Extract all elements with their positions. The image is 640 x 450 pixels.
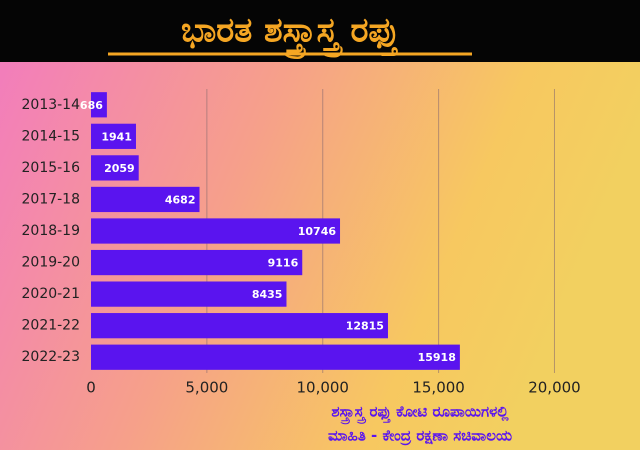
header-band — [0, 0, 640, 62]
y-tick-label: 2020-21 — [22, 286, 81, 302]
bar — [91, 344, 460, 370]
value-label: 10746 — [298, 225, 337, 238]
value-label: 686 — [80, 99, 103, 112]
bar — [91, 281, 287, 307]
subtitle: ಮಾಹಿತಿ - ಕೇಂದ್ರ ರಕ್ಷಣಾ ಸಚಿವಾಲಯ — [328, 427, 512, 446]
value-label: 2059 — [104, 162, 135, 175]
value-label: 15918 — [418, 351, 456, 364]
value-label: 1941 — [101, 130, 132, 143]
y-tick-label: 2021-22 — [22, 318, 81, 334]
bar — [91, 123, 136, 149]
value-label: 12815 — [346, 320, 384, 333]
x-tick-label: 15,000 — [412, 379, 465, 397]
bar — [91, 249, 303, 276]
y-tick-label: 2017-18 — [22, 191, 81, 207]
bar — [91, 155, 139, 181]
bar — [91, 92, 107, 118]
y-tick-label: 2022-23 — [22, 349, 81, 365]
x-tick-label: 5,000 — [185, 379, 228, 397]
bar — [91, 218, 341, 244]
y-tick-label: 2019-20 — [22, 255, 81, 271]
value-label: 4682 — [165, 193, 196, 206]
y-tick-label: 2013-14 — [22, 97, 81, 113]
bar — [91, 186, 200, 213]
bar — [91, 313, 388, 339]
value-label: 8435 — [252, 288, 283, 301]
y-tick-label: 2015-16 — [22, 160, 81, 176]
subtitle: ಶಸ್ತ್ರಾಸ್ತ್ರ ರಫ್ತು ಕೋಟಿ ರೂಪಾಯಿಗಳಲ್ಲಿ — [331, 403, 509, 426]
value-label: 9116 — [268, 257, 299, 270]
y-tick-label: 2018-19 — [22, 223, 81, 239]
x-tick-label: 10,000 — [296, 379, 349, 397]
y-tick-label: 2014-15 — [22, 128, 81, 144]
x-tick-label: 20,000 — [528, 379, 581, 397]
x-tick-label: 0 — [86, 379, 96, 397]
